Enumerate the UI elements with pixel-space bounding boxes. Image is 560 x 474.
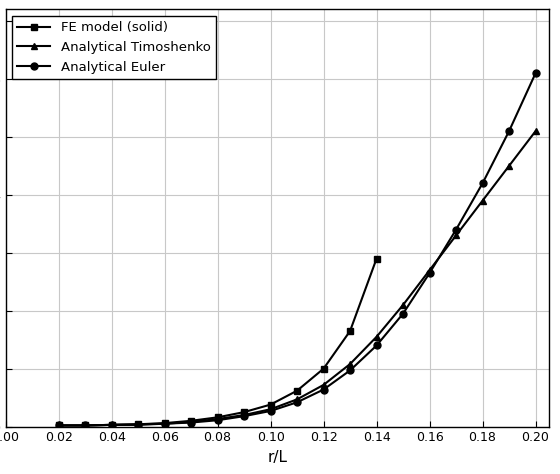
Analytical Timoshenko [267,406,274,412]
Analytical Timoshenko [241,412,248,418]
Analytical Timoshenko [82,423,88,428]
FE model (solid) [267,402,274,408]
Analytical Timoshenko [55,423,62,428]
Analytical Timoshenko [135,421,142,427]
Analytical Timoshenko [188,419,194,425]
FE model (solid) [108,422,115,428]
X-axis label: r/L: r/L [267,450,287,465]
Legend: FE model (solid), Analytical Timoshenko, Analytical Euler: FE model (solid), Analytical Timoshenko,… [12,16,216,79]
Analytical Euler [241,413,248,419]
Analytical Euler [373,343,380,348]
Analytical Timoshenko [532,128,539,134]
Analytical Timoshenko [373,334,380,340]
FE model (solid) [320,366,327,372]
FE model (solid) [293,388,300,393]
Analytical Timoshenko [108,422,115,428]
Analytical Euler [188,419,194,425]
FE model (solid) [55,423,62,428]
Analytical Timoshenko [479,198,486,203]
Analytical Timoshenko [320,382,327,388]
FE model (solid) [241,409,248,415]
Analytical Timoshenko [426,267,433,273]
Analytical Euler [293,400,300,405]
Analytical Euler [214,418,221,423]
Line: Analytical Timoshenko: Analytical Timoshenko [55,128,539,429]
Line: Analytical Euler: Analytical Euler [55,70,539,429]
Analytical Euler [82,423,88,428]
FE model (solid) [135,421,142,427]
Analytical Timoshenko [400,302,407,308]
Analytical Euler [267,408,274,414]
Analytical Euler [135,422,142,428]
FE model (solid) [188,418,194,424]
Analytical Euler [452,227,459,232]
Analytical Euler [506,128,512,134]
Analytical Euler [400,311,407,317]
Line: FE model (solid): FE model (solid) [55,255,380,429]
Analytical Timoshenko [506,163,512,169]
Analytical Euler [320,387,327,392]
Analytical Euler [479,181,486,186]
Analytical Timoshenko [347,361,353,367]
Analytical Euler [347,367,353,373]
Analytical Timoshenko [293,397,300,402]
FE model (solid) [347,328,353,334]
FE model (solid) [214,414,221,420]
Analytical Euler [532,70,539,76]
Analytical Timoshenko [214,416,221,422]
FE model (solid) [373,256,380,262]
Analytical Euler [108,422,115,428]
Analytical Timoshenko [452,233,459,238]
Analytical Euler [55,423,62,428]
Analytical Timoshenko [161,421,168,427]
FE model (solid) [82,423,88,428]
Analytical Euler [426,270,433,276]
FE model (solid) [161,420,168,426]
Analytical Euler [161,421,168,427]
